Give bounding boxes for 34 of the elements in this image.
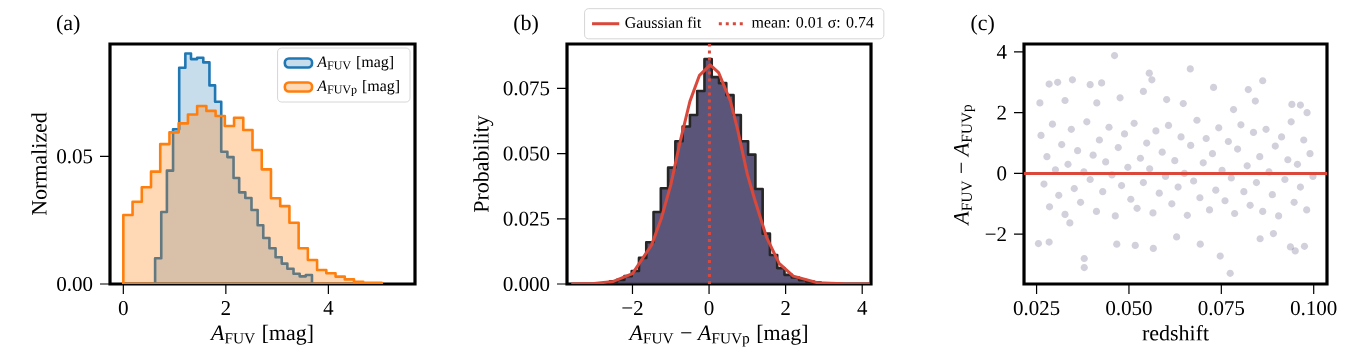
y-tick-label: 4 — [996, 45, 1007, 59]
legend-label: A$_{FUV}$ [mag] — [316, 55, 393, 71]
y-tick-label: 0 — [997, 166, 1007, 181]
x-tick-label: 2 — [781, 301, 790, 315]
x-tick-label: 0.100 — [1290, 301, 1337, 316]
y-tick-label: 2 — [997, 105, 1006, 120]
x-axis-title: redshift — [1142, 324, 1209, 341]
x-tick-label: 0 — [118, 301, 128, 316]
x-tick-label: 0.025 — [1013, 301, 1060, 316]
x-tick-label: 0.050 — [1106, 301, 1152, 316]
x-tick-label: −2 — [622, 301, 643, 315]
legend-label: Gaussian fit — [625, 16, 702, 28]
x-tick-label: 4 — [857, 301, 868, 315]
chart-title: (a) — [57, 14, 80, 35]
x-axis-title: A$_{FUV}$ − A$_{FUVp}$ [mag] — [628, 324, 807, 347]
y-tick-label: −2 — [985, 227, 1006, 242]
y-axis-title: Probability — [473, 115, 494, 213]
chart-title: (b) — [514, 14, 538, 35]
y-tick-label: 0.075 — [503, 81, 550, 96]
y-tick-label: 0.050 — [503, 146, 550, 161]
x-tick-label: 0 — [704, 301, 714, 316]
x-tick-label: 2 — [221, 301, 230, 315]
x-axis-title: A$_{FUV}$ [mag] — [209, 324, 313, 345]
x-tick-label: 0.075 — [1198, 301, 1245, 316]
legend-label: mean: 0.01 σ: 0.74 — [751, 16, 874, 28]
y-axis-title: Normalized — [31, 112, 47, 216]
y-axis-title: A$_{FUV}$ − A$_{FUVp}$ — [954, 104, 976, 226]
y-tick-label: 0.000 — [503, 276, 550, 292]
y-tick-label: 0.00 — [57, 276, 93, 292]
x-tick-label: 4 — [323, 301, 334, 315]
legend-label: A$_{FUVp}$ [mag] — [316, 80, 399, 96]
y-tick-label: 0.05 — [57, 149, 93, 164]
chart-title: (c) — [971, 14, 994, 35]
y-tick-label: 0.025 — [503, 211, 550, 226]
